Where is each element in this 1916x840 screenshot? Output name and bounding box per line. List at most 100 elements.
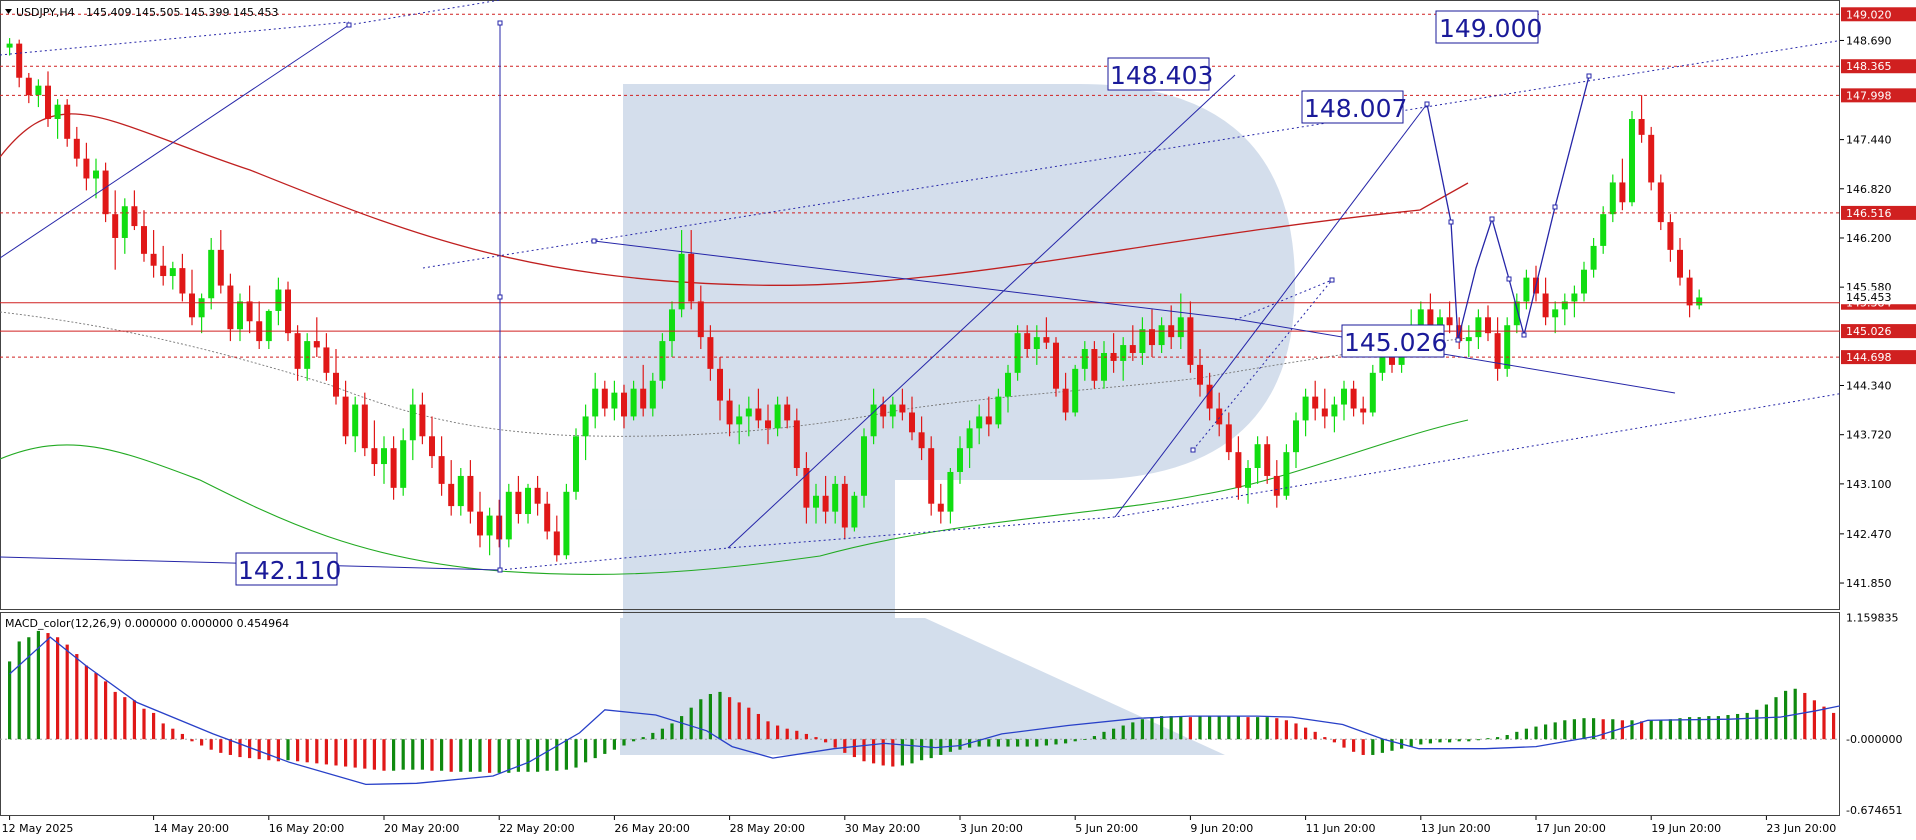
candle	[621, 384, 627, 429]
candle-body	[822, 495, 829, 512]
candle	[659, 333, 666, 389]
time-tick-label: 19 Jun 20:00	[1651, 822, 1721, 835]
macd-histogram-bar	[1284, 720, 1288, 740]
candle-body	[918, 432, 925, 449]
candle	[1014, 325, 1021, 381]
macd-histogram-bar	[737, 702, 741, 740]
macd-histogram-bar	[56, 637, 60, 740]
candle	[1062, 372, 1069, 421]
candle	[832, 475, 839, 524]
candle-body	[726, 400, 733, 425]
macd-histogram-bar	[833, 739, 837, 748]
macd-histogram-bar	[17, 641, 21, 740]
macd-histogram-bar	[536, 739, 540, 772]
candle	[217, 230, 224, 294]
candle	[496, 499, 503, 548]
macd-histogram-bar	[353, 739, 357, 768]
candle-body	[525, 487, 531, 515]
candle-body	[189, 293, 195, 318]
candle	[429, 416, 435, 469]
candle	[1446, 301, 1453, 334]
candle-body	[1552, 309, 1559, 318]
candle-body	[937, 503, 944, 512]
candle	[333, 349, 339, 405]
macd-histogram-bar	[420, 739, 424, 770]
candle	[150, 230, 157, 278]
macd-histogram-bar	[843, 739, 847, 753]
macd-histogram-bar	[171, 728, 175, 740]
candle-body	[1024, 333, 1031, 350]
candle	[1465, 325, 1472, 357]
macd-histogram-bar	[1304, 727, 1308, 740]
macd-histogram-bar	[1179, 716, 1183, 740]
candle	[611, 380, 618, 421]
candle-body	[304, 341, 311, 369]
macd-histogram-bar	[84, 665, 88, 740]
callout-label: 149.000	[1439, 14, 1542, 43]
anchor-point-marker	[1329, 277, 1335, 283]
macd-histogram-bar	[1102, 731, 1106, 740]
long-lower-channel	[499, 393, 1840, 571]
candle-body	[784, 404, 791, 421]
candle	[1101, 341, 1107, 389]
candle-body	[1360, 408, 1367, 413]
macd-histogram-bar	[1534, 726, 1538, 740]
dropdown-triangle-icon[interactable]	[5, 9, 12, 14]
candle	[1206, 372, 1213, 421]
candle	[793, 408, 800, 476]
macd-histogram-bar	[1601, 719, 1605, 740]
candle-body	[1638, 118, 1645, 135]
candle-body	[1091, 349, 1098, 381]
candle	[227, 273, 234, 342]
candle	[198, 293, 205, 334]
candle-body	[390, 448, 397, 488]
candle	[1072, 364, 1079, 417]
candle-body	[544, 503, 551, 532]
macd-histogram-bar	[190, 739, 194, 742]
macd-histogram-bar	[996, 739, 1000, 747]
macd-tick-label: -0.674651	[1846, 804, 1902, 817]
macd-histogram-bar	[267, 739, 271, 761]
candle	[861, 428, 867, 508]
candle-body	[93, 170, 99, 179]
candle-body	[534, 487, 541, 504]
level-box-label: 147.998	[1846, 89, 1892, 102]
candle-body	[179, 268, 186, 294]
candle	[419, 392, 426, 445]
macd-histogram-bar	[593, 739, 597, 759]
candle-body	[419, 404, 426, 437]
candle	[707, 325, 714, 381]
candle	[1638, 95, 1645, 143]
macd-histogram-bar	[286, 739, 290, 761]
macd-histogram-bar	[478, 739, 482, 772]
macd-histogram-bar	[545, 739, 549, 771]
macd-histogram-bar	[123, 697, 127, 740]
macd-histogram-bar	[977, 739, 981, 747]
time-tick-label: 16 May 20:00	[269, 822, 344, 835]
candle-body	[1417, 309, 1424, 326]
candle-body	[928, 448, 935, 504]
candle	[25, 72, 32, 104]
macd-histogram-bar	[987, 739, 991, 747]
candle	[534, 475, 541, 516]
candle	[841, 475, 848, 540]
time-tick-label: 12 May 2025	[2, 822, 74, 835]
level-box-label: 145.026	[1846, 325, 1892, 338]
macd-histogram-bar	[488, 739, 492, 773]
candle-body	[112, 214, 119, 238]
candle-body	[621, 392, 627, 417]
anchor-point-marker	[1552, 204, 1558, 210]
price-tick-label: 148.690	[1846, 34, 1892, 47]
candle	[121, 198, 128, 254]
candle-body	[995, 396, 1002, 425]
candle	[697, 285, 704, 350]
dotted-channel-top	[0, 21, 350, 56]
macd-title: MACD_color(12,26,9) 0.000000 0.000000 0.…	[5, 617, 289, 630]
candle	[515, 475, 522, 524]
candle-body	[505, 491, 512, 540]
candle-body	[774, 404, 781, 429]
candle-body	[1081, 349, 1088, 369]
candle-body	[592, 388, 599, 417]
time-tick-label: 20 May 20:00	[384, 822, 459, 835]
